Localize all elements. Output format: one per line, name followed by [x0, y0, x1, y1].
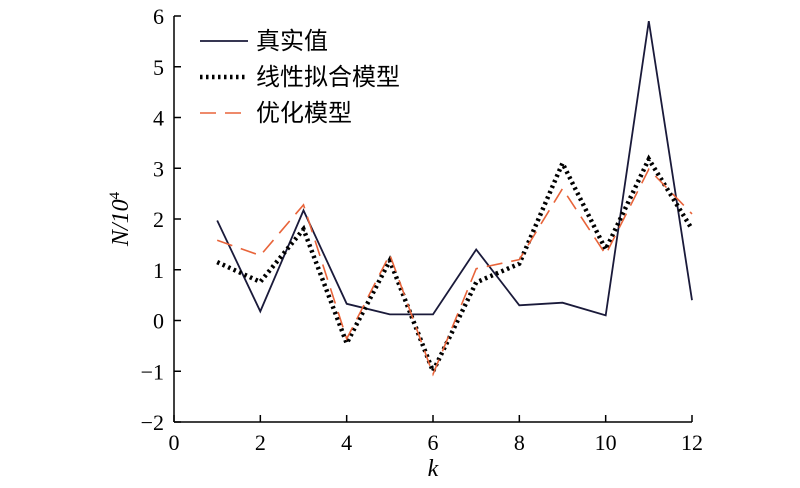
- x-tick-label: 12: [681, 430, 703, 455]
- x-tick-label: 10: [595, 430, 617, 455]
- y-ticks: −2 −1 0 1 2 3 4 5 6: [141, 4, 181, 435]
- y-tick-label: 3: [153, 156, 164, 181]
- y-tick-label: 1: [153, 258, 164, 283]
- y-tick-label: −2: [141, 410, 164, 435]
- y-tick-label: −1: [141, 359, 164, 384]
- series-group: [216, 20, 694, 377]
- y-tick-label: 4: [153, 106, 164, 131]
- y-axis-title-base: N/10: [108, 199, 134, 247]
- legend-label: 优化模型: [256, 99, 352, 127]
- y-axis-title: N/104: [107, 191, 134, 247]
- series-line-1: [216, 20, 693, 317]
- x-tick-label: 4: [341, 430, 352, 455]
- legend-item-3: 优化模型: [200, 99, 352, 127]
- y-tick-label: 5: [153, 55, 164, 80]
- x-tick-label: 0: [169, 430, 180, 455]
- series-line-3: [216, 167, 693, 377]
- x-axis-title: k: [428, 456, 439, 482]
- series-line-2: [216, 154, 694, 377]
- x-tick-label: 6: [428, 430, 439, 455]
- y-tick-label: 2: [153, 207, 164, 232]
- legend-label: 真实值: [256, 27, 328, 55]
- legend-item-2: 线性拟合模型: [200, 63, 400, 91]
- y-tick-label: 0: [153, 309, 164, 334]
- legend-label: 线性拟合模型: [256, 63, 400, 91]
- x-tick-label: 2: [255, 430, 266, 455]
- y-axis-title-exponent: 4: [107, 191, 123, 199]
- x-ticks: 0 2 4 6 8 10 12: [169, 415, 703, 455]
- x-tick-label: 8: [514, 430, 525, 455]
- legend-item-1: 真实值: [200, 27, 328, 55]
- y-tick-label: 6: [153, 4, 164, 29]
